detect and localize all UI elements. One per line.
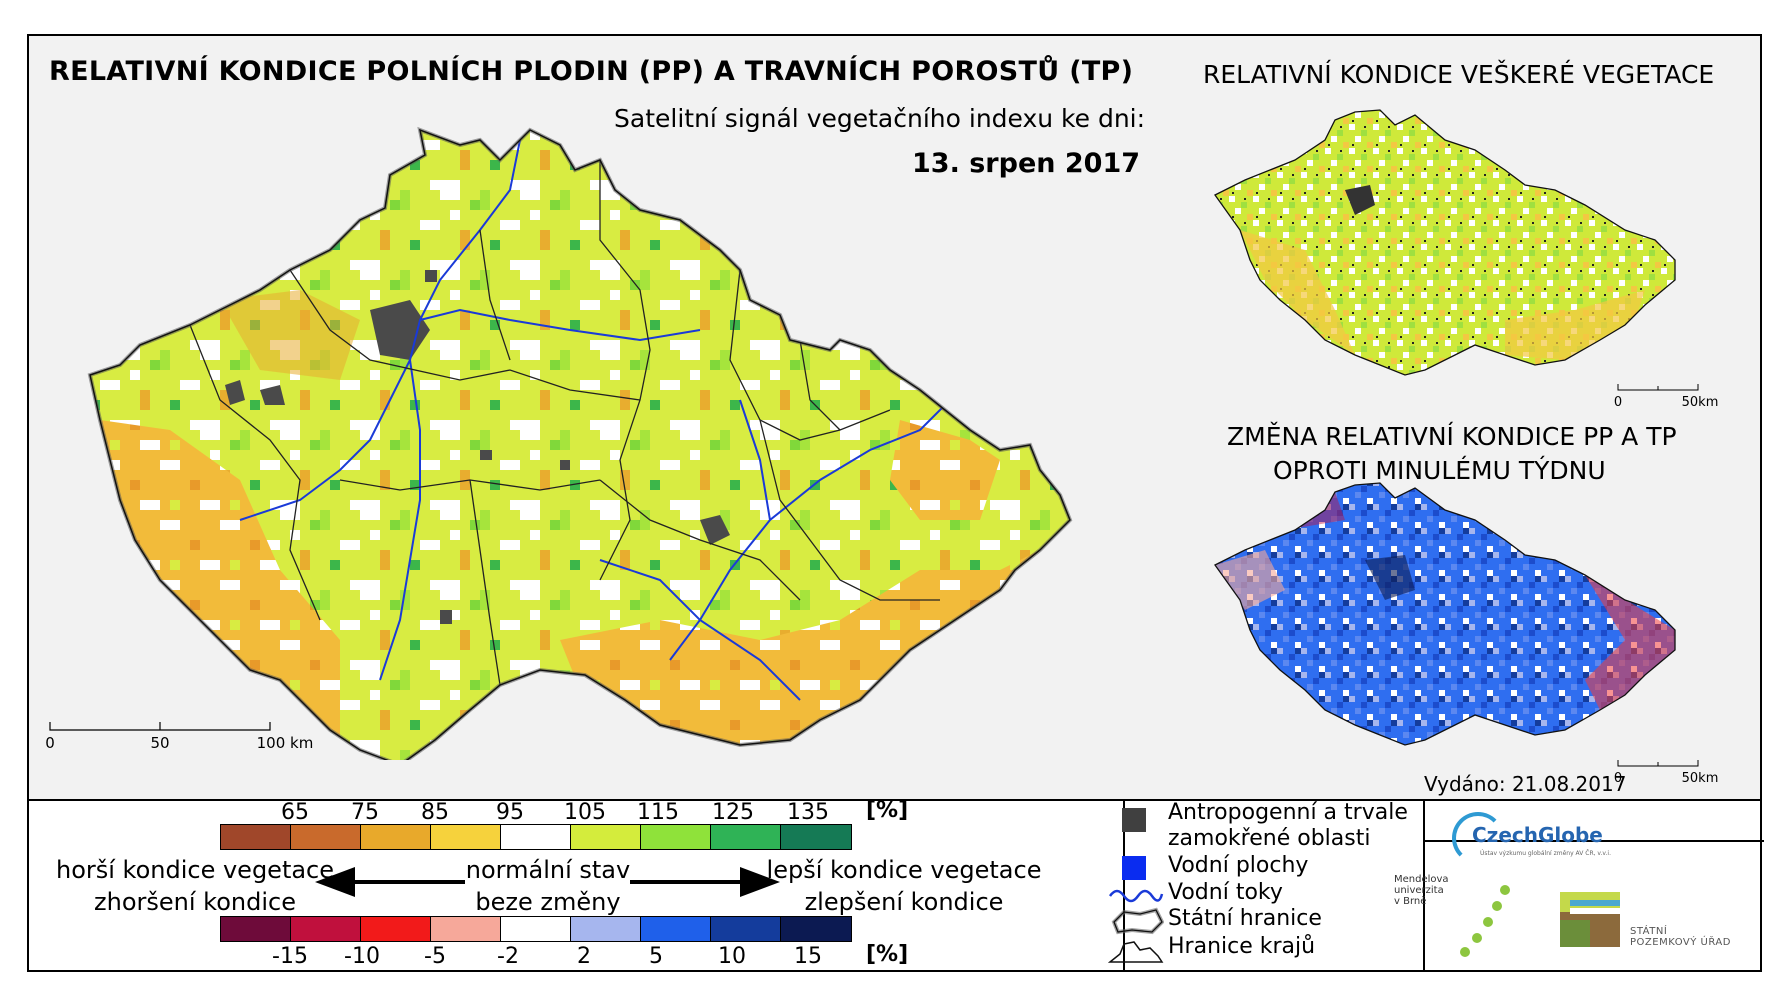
legend-tick: 15: [794, 944, 822, 969]
antropogenic-label: zamokřené oblasti: [1168, 826, 1371, 851]
legend-swatch: [571, 825, 641, 849]
legend-tick: 10: [718, 944, 746, 969]
water-bodies-label: Vodní plochy: [1168, 853, 1309, 878]
better-change-label: zlepšení kondice: [804, 888, 1004, 916]
mendel-dots-icon: [1460, 885, 1510, 957]
legend-swatch: [641, 917, 711, 941]
legend-tick: 65: [281, 800, 309, 825]
scale-label: 0: [45, 734, 55, 752]
region-border-icon: [1108, 941, 1164, 963]
right-arrow-icon: [630, 867, 780, 897]
legend-swatch: [501, 825, 571, 849]
legend-unit: [%]: [866, 798, 909, 823]
legend-swatch: [361, 825, 431, 849]
legend-tick: 125: [712, 800, 754, 825]
spu-line: POZEMKOVÝ ÚŘAD: [1630, 937, 1731, 948]
condition-colorbar: [220, 824, 852, 850]
czechglobe-logo-icon: [1452, 812, 1504, 864]
legend-swatch: [431, 825, 501, 849]
legend-swatch: [431, 917, 501, 941]
spu-line: STÁTNÍ: [1630, 926, 1668, 937]
legend-tick: -5: [424, 944, 446, 969]
divider: [29, 799, 1760, 801]
antropogenic-swatch: [1122, 808, 1146, 832]
mendel-line: univerzita: [1394, 885, 1444, 896]
divider: [1423, 801, 1425, 972]
spu-logo-icon: [1560, 892, 1620, 947]
issued-date: Vydáno: 21.08.2017: [1424, 772, 1627, 796]
legend-tick: 85: [421, 800, 449, 825]
scale-label: 100 km: [257, 734, 314, 752]
legend-tick: -2: [497, 944, 519, 969]
change-map: [1214, 482, 1676, 746]
scale-label: 50km: [1682, 395, 1719, 410]
worse-change-label: zhoršení kondice: [94, 888, 296, 916]
legend-swatch: [571, 917, 641, 941]
legend-tick: 105: [564, 800, 606, 825]
legend-swatch: [711, 917, 781, 941]
czechglobe-logo: CzechGlobe: [1472, 823, 1603, 847]
legend-tick: -15: [272, 944, 308, 969]
worse-vegetation-label: horší kondice vegetace: [55, 856, 335, 884]
state-border-icon: [1111, 907, 1164, 935]
state-border-label: Státní hranice: [1168, 906, 1322, 931]
water-swatch: [1122, 856, 1146, 880]
scale-label: 0: [1614, 771, 1622, 786]
normal-state-label: normální stav: [465, 856, 631, 884]
vegetation-map: [1214, 109, 1676, 376]
antropogenic-label: Antropogenní a trvale: [1168, 800, 1408, 825]
legend-tick: 135: [787, 800, 829, 825]
legend-swatch: [781, 825, 851, 849]
legend-swatch: [221, 917, 291, 941]
change-scalebar: 0 50km: [1614, 760, 1719, 786]
legend-swatch: [641, 825, 711, 849]
legend-tick: 75: [351, 800, 379, 825]
mendel-line: Mendelova: [1394, 874, 1449, 885]
czechglobe-subtitle: Ústav výzkumu globální změny AV ČR, v.v.…: [1480, 850, 1611, 857]
legend-unit: [%]: [866, 942, 909, 967]
rivers-label: Vodní toky: [1168, 880, 1283, 905]
subtitle: Satelitní signál vegetačního indexu ke d…: [614, 104, 1146, 133]
legend-tick: 115: [637, 800, 679, 825]
legend-swatch: [291, 825, 361, 849]
legend-swatch: [781, 917, 851, 941]
left-arrow-icon: [315, 867, 465, 897]
legend-swatch: [711, 825, 781, 849]
vegetation-scalebar: 0 50km: [1614, 384, 1719, 410]
date-label: 13. srpen 2017: [912, 148, 1141, 179]
change-colorbar: [220, 916, 852, 942]
main-map: [87, 126, 1073, 760]
mendel-university-logo: Mendelova univerzita v Brně: [1394, 874, 1449, 907]
legend-swatch: [221, 825, 291, 849]
scale-label: 0: [1614, 395, 1622, 410]
legend-tick: 95: [496, 800, 524, 825]
change-title-line2: OPROTI MINULÉMU TÝDNU: [1273, 456, 1606, 485]
scale-label: 50km: [1682, 771, 1719, 786]
legend-tick: 5: [649, 944, 663, 969]
legend-swatch: [361, 917, 431, 941]
divider: [1123, 801, 1125, 972]
better-vegetation-label: lepší kondice vegetace: [766, 856, 1042, 884]
main-scalebar: 0 50 100 km: [45, 722, 314, 752]
change-title-line1: ZMĚNA RELATIVNÍ KONDICE PP A TP: [1227, 422, 1677, 451]
spu-logo: STÁTNÍ POZEMKOVÝ ÚŘAD: [1630, 926, 1731, 948]
no-change-label: beze změny: [475, 888, 621, 916]
scale-label: 50: [150, 734, 169, 752]
mendel-line: v Brně: [1394, 896, 1427, 907]
legend-tick: 2: [577, 944, 591, 969]
legend-swatch: [501, 917, 571, 941]
legend-swatch: [291, 917, 361, 941]
legend-tick: -10: [344, 944, 380, 969]
vegetation-title: RELATIVNÍ KONDICE VEŠKERÉ VEGETACE: [1203, 60, 1715, 89]
region-border-label: Hranice krajů: [1168, 934, 1316, 959]
divider: [1425, 840, 1764, 842]
main-title: RELATIVNÍ KONDICE POLNÍCH PLODIN (PP) A …: [49, 56, 1134, 87]
river-icon: [1108, 889, 1164, 903]
